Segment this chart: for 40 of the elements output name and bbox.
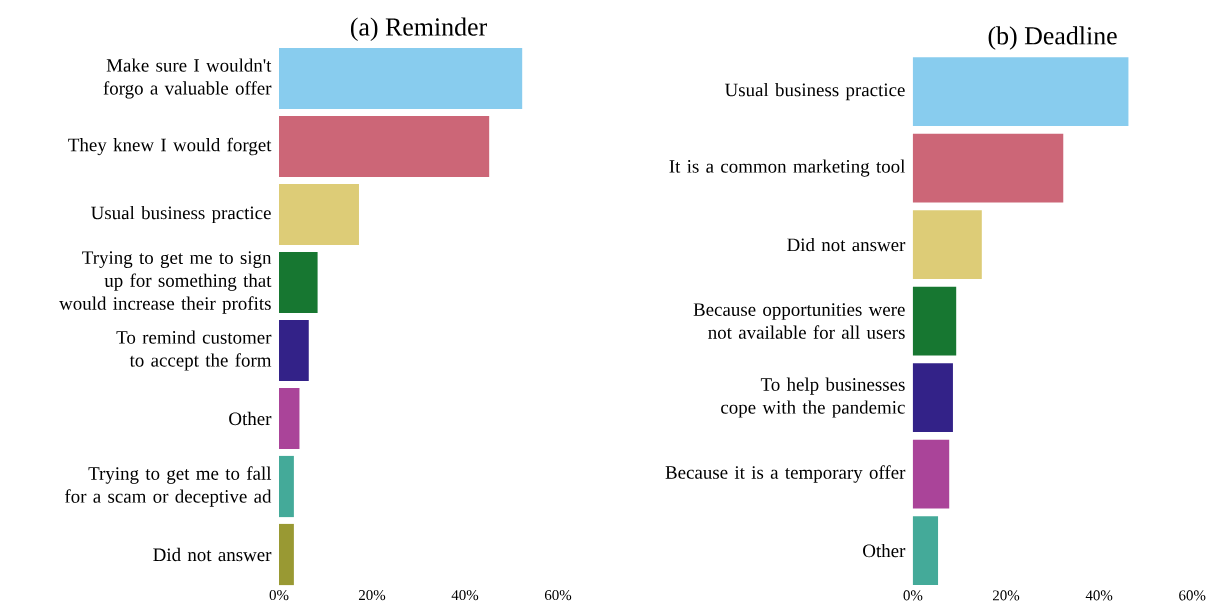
x-tick-label: 0% <box>903 590 923 601</box>
bar <box>279 47 523 110</box>
bar <box>912 210 982 279</box>
y-tick-label: Trying to get me to sign up for something that would increase their profits <box>59 251 272 314</box>
bar <box>279 115 490 178</box>
x-tick-label: 40% <box>1085 590 1113 601</box>
y-tick-label: Because it is a temporary offer <box>665 465 906 483</box>
x-tick-label: 60% <box>1179 590 1206 601</box>
y-tick-label: Other <box>229 411 272 426</box>
bar <box>912 363 953 432</box>
y-tick-label: Trying to get me to fall for a scam or deceptive ad <box>64 466 272 507</box>
x-tick-label: 20% <box>358 590 386 601</box>
bar <box>279 319 309 382</box>
bar <box>912 133 1064 203</box>
x-tick-label: 60% <box>544 590 572 601</box>
y-tick-label: To remind customer to accept the form <box>116 330 272 371</box>
bar <box>279 387 300 450</box>
x-tick-label: 40% <box>451 590 479 601</box>
bar <box>912 286 957 356</box>
x-tick-label: 0% <box>269 590 289 601</box>
y-tick-label: Other <box>863 543 906 558</box>
x-tick-label: 20% <box>992 590 1020 601</box>
y-tick-label: It is a common marketing tool <box>669 159 906 177</box>
bar <box>912 439 950 509</box>
bar <box>912 57 1129 126</box>
y-tick-label: Usual business practice <box>724 82 905 101</box>
bar <box>279 455 294 518</box>
bar <box>279 523 294 586</box>
y-tick-label: Did not answer <box>153 547 272 562</box>
bar <box>912 516 939 585</box>
y-tick-label: Make sure I wouldn't forgo a valuable offer <box>103 58 272 99</box>
chart-title: (b) Deadline <box>988 26 1117 50</box>
y-tick-label: They knew I would forget <box>68 137 272 156</box>
bar <box>279 183 359 246</box>
y-tick-label: Because opportunities were not available for all users <box>693 303 905 339</box>
chart-title: (a) Reminder <box>350 17 487 42</box>
bar <box>279 251 318 314</box>
y-tick-label: Usual business practice <box>91 205 271 224</box>
y-tick-label: To help businesses cope with the pandemic <box>721 377 905 418</box>
y-tick-label: Did not answer <box>787 237 906 252</box>
